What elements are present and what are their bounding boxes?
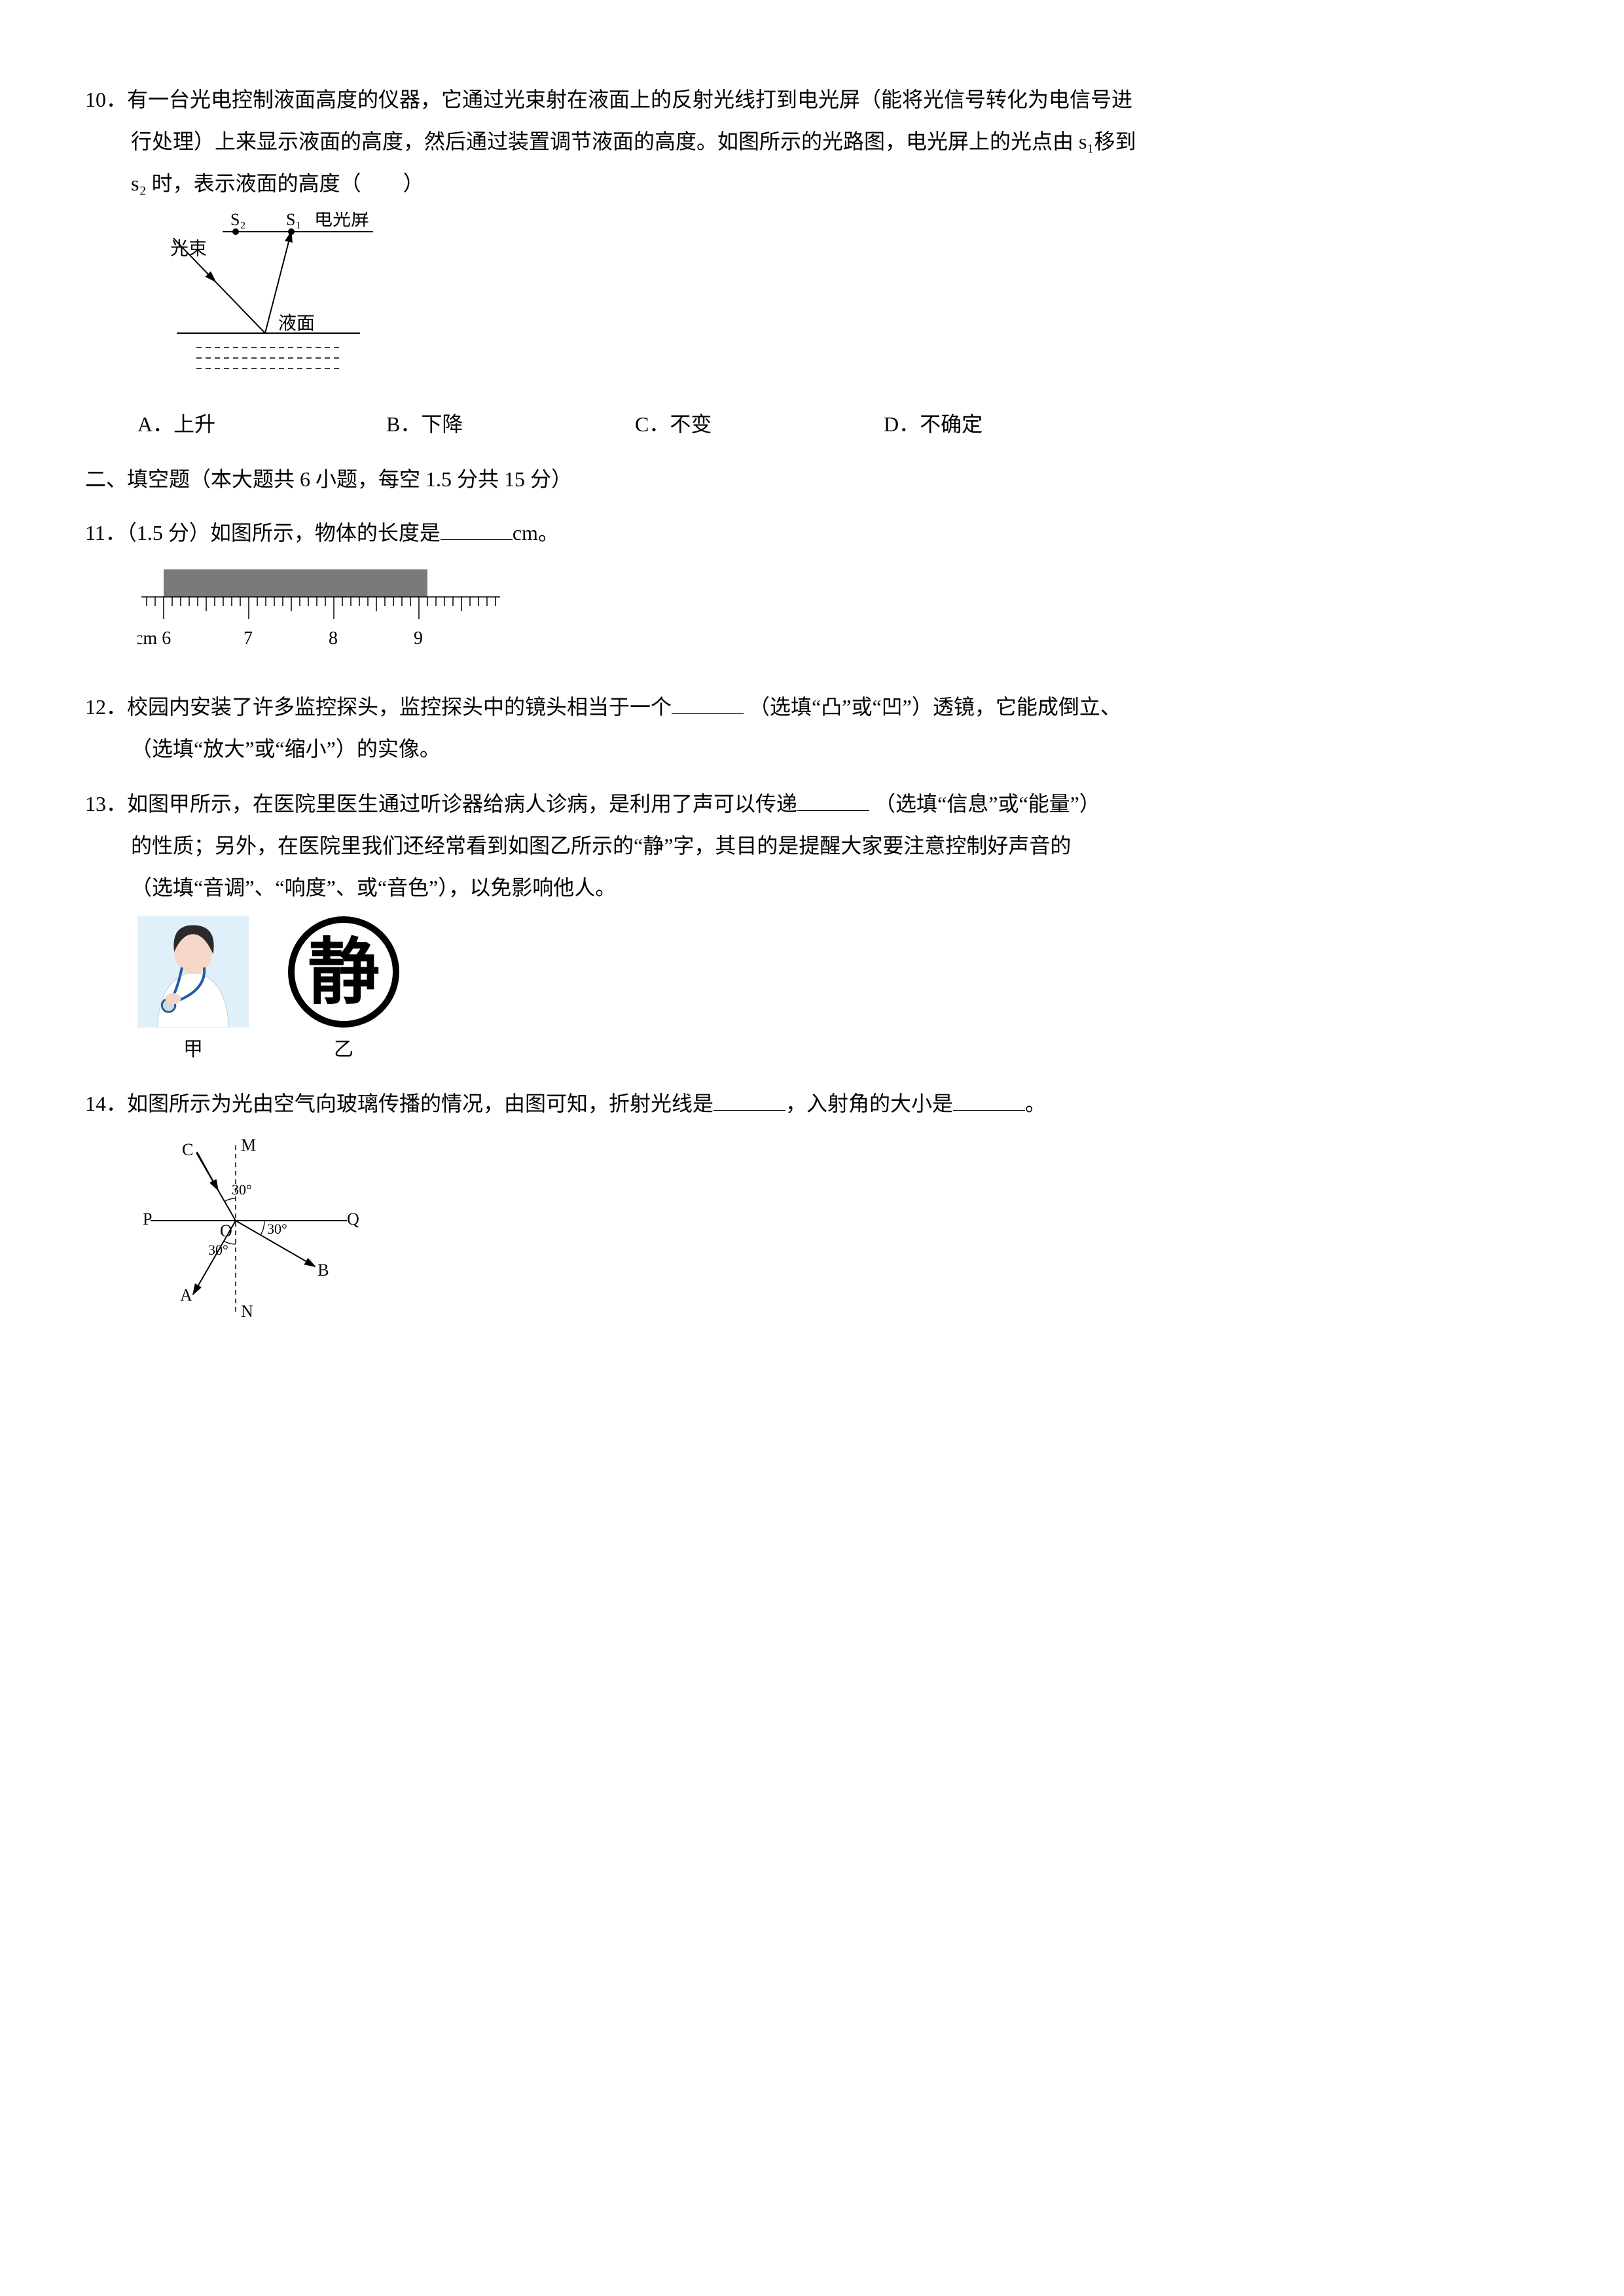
question-14: 14．如图所示为光由空气向玻璃传播的情况，由图可知，折射光线是 ，入射角的大小是 。… [85, 1083, 1539, 1329]
question-13: 13．如图甲所示，在医院里医生通过听诊器给病人诊病，是利用了声可以传递 （选填“… [85, 783, 1539, 1069]
q13-line3: （选填“音调”、“响度”、或“音色”），以免影响他人。 [85, 867, 1539, 908]
q10-choice-a: A．上升 [137, 403, 386, 445]
q12-hint1: （选填“凸”或“凹”）透镜，它能成倒立、 [749, 695, 1121, 719]
q14-line1: 14．如图所示为光由空气向玻璃传播的情况，由图可知，折射光线是 ，入射角的大小是 。 [85, 1083, 1539, 1124]
q13-line2: 的性质；另外，在医院里我们还经常看到如图乙所示的“静”字，其目的是提醒大家要注意… [85, 825, 1539, 867]
q13-figure-a [137, 916, 249, 1028]
q13-figure-b-wrap: 静 乙 [288, 916, 399, 1069]
q10-text3: s₂ 时，表示液面的高度（ ） [85, 162, 1539, 204]
q13-hint1: （选填“信息”或“能量”） [875, 792, 1100, 816]
svg-text:Q: Q [347, 1210, 359, 1229]
svg-text:8: 8 [329, 628, 338, 649]
svg-text:光束: 光束 [170, 238, 207, 259]
svg-text:液面: 液面 [278, 313, 315, 334]
svg-text:S₁: S₁ [286, 212, 302, 229]
q10-diagram: S₂ S₁ 电光屏光束液面 [137, 212, 386, 395]
q11-line: 11．（1.5 分）如图所示，物体的长度是 cm。 [85, 512, 1539, 554]
q10-line1: 10．有一台光电控制液面高度的仪器，它通过光束射在液面上的反射光线打到电光屏（能… [85, 79, 1539, 120]
q14-end: 。 [1025, 1092, 1046, 1115]
svg-text:cm 6: cm 6 [137, 628, 171, 649]
question-12: 12．校园内安装了许多监控探头，监控探头中的镜头相当于一个 （选填“凸”或“凹”… [85, 686, 1539, 770]
q13-caption-b: 乙 [288, 1030, 399, 1069]
q14-refraction-diagram: PQMNOCBA30°30°30° [137, 1132, 373, 1329]
q10-choices: A．上升 B．下降 C．不变 D．不确定 [85, 403, 1539, 445]
q10-number: 10． [85, 88, 127, 111]
q10-choice-d: D．不确定 [884, 403, 1132, 445]
q13-figures: 甲 静 乙 [137, 916, 1539, 1069]
q12-line2: （选填“放大”或“缩小”）的实像。 [85, 728, 1539, 770]
q14-blank2 [953, 1087, 1025, 1111]
section-2-title: 二、填空题（本大题共 6 小题，每空 1.5 分共 15 分） [85, 458, 1539, 500]
q13-caption-a: 甲 [137, 1030, 249, 1069]
svg-text:7: 7 [244, 628, 253, 649]
svg-text:P: P [143, 1210, 152, 1229]
q10-text2: 行处理）上来显示液面的高度，然后通过装置调节液面的高度。如图所示的光路图，电光屏… [85, 120, 1539, 162]
q14-mid: ，入射角的大小是 [785, 1092, 953, 1115]
q13-line1: 13．如图甲所示，在医院里医生通过听诊器给病人诊病，是利用了声可以传递 （选填“… [85, 783, 1539, 825]
question-10: 10．有一台光电控制液面高度的仪器，它通过光束射在液面上的反射光线打到电光屏（能… [85, 79, 1539, 445]
question-11: 11．（1.5 分）如图所示，物体的长度是 cm。 cm 6 7 8 9 [85, 512, 1539, 673]
q10-figure: S₂ S₁ 电光屏光束液面 [137, 212, 1539, 395]
q12-part1: 校园内安装了许多监控探头，监控探头中的镜头相当于一个 [127, 695, 672, 719]
svg-text:S₂: S₂ [230, 212, 246, 229]
svg-text:B: B [317, 1261, 329, 1280]
q13-figure-b: 静 [288, 916, 399, 1028]
svg-text:静: 静 [308, 933, 380, 1013]
svg-text:30°: 30° [267, 1221, 287, 1237]
q14-figure: PQMNOCBA30°30°30° [137, 1132, 1539, 1329]
q13-figure-a-wrap: 甲 [137, 916, 249, 1069]
q10-choice-c: C．不变 [635, 403, 884, 445]
q10-text1: 有一台光电控制液面高度的仪器，它通过光束射在液面上的反射光线打到电光屏（能将光信… [127, 88, 1132, 111]
svg-text:M: M [241, 1136, 256, 1155]
q13-blank1 [797, 787, 869, 811]
q12-line1: 12．校园内安装了许多监控探头，监控探头中的镜头相当于一个 （选填“凸”或“凹”… [85, 686, 1539, 728]
q11-number: 11． [85, 521, 126, 545]
q14-number: 14． [85, 1092, 127, 1115]
q10-choice-b: B．下降 [386, 403, 635, 445]
svg-text:30°: 30° [208, 1242, 228, 1258]
q11-figure: cm 6 7 8 9 [137, 562, 1539, 673]
svg-text:9: 9 [414, 628, 423, 649]
svg-text:A: A [180, 1286, 192, 1305]
q14-blank1 [713, 1087, 785, 1111]
q14-part1: 如图所示为光由空气向玻璃传播的情况，由图可知，折射光线是 [127, 1092, 713, 1115]
q11-blank [441, 516, 513, 540]
svg-text:30°: 30° [232, 1181, 252, 1198]
q13-number: 13． [85, 792, 127, 816]
q11-ruler-diagram: cm 6 7 8 9 [137, 562, 504, 673]
svg-text:电光屏: 电光屏 [314, 212, 369, 230]
q11-unit: cm。 [513, 521, 559, 545]
q12-blank1 [672, 691, 744, 714]
svg-text:N: N [241, 1302, 253, 1321]
q12-number: 12． [85, 695, 127, 719]
q13-part1: 如图甲所示，在医院里医生通过听诊器给病人诊病，是利用了声可以传递 [127, 792, 797, 816]
q11-prefix: （1.5 分）如图所示，物体的长度是 [126, 521, 441, 545]
svg-text:C: C [182, 1140, 193, 1159]
